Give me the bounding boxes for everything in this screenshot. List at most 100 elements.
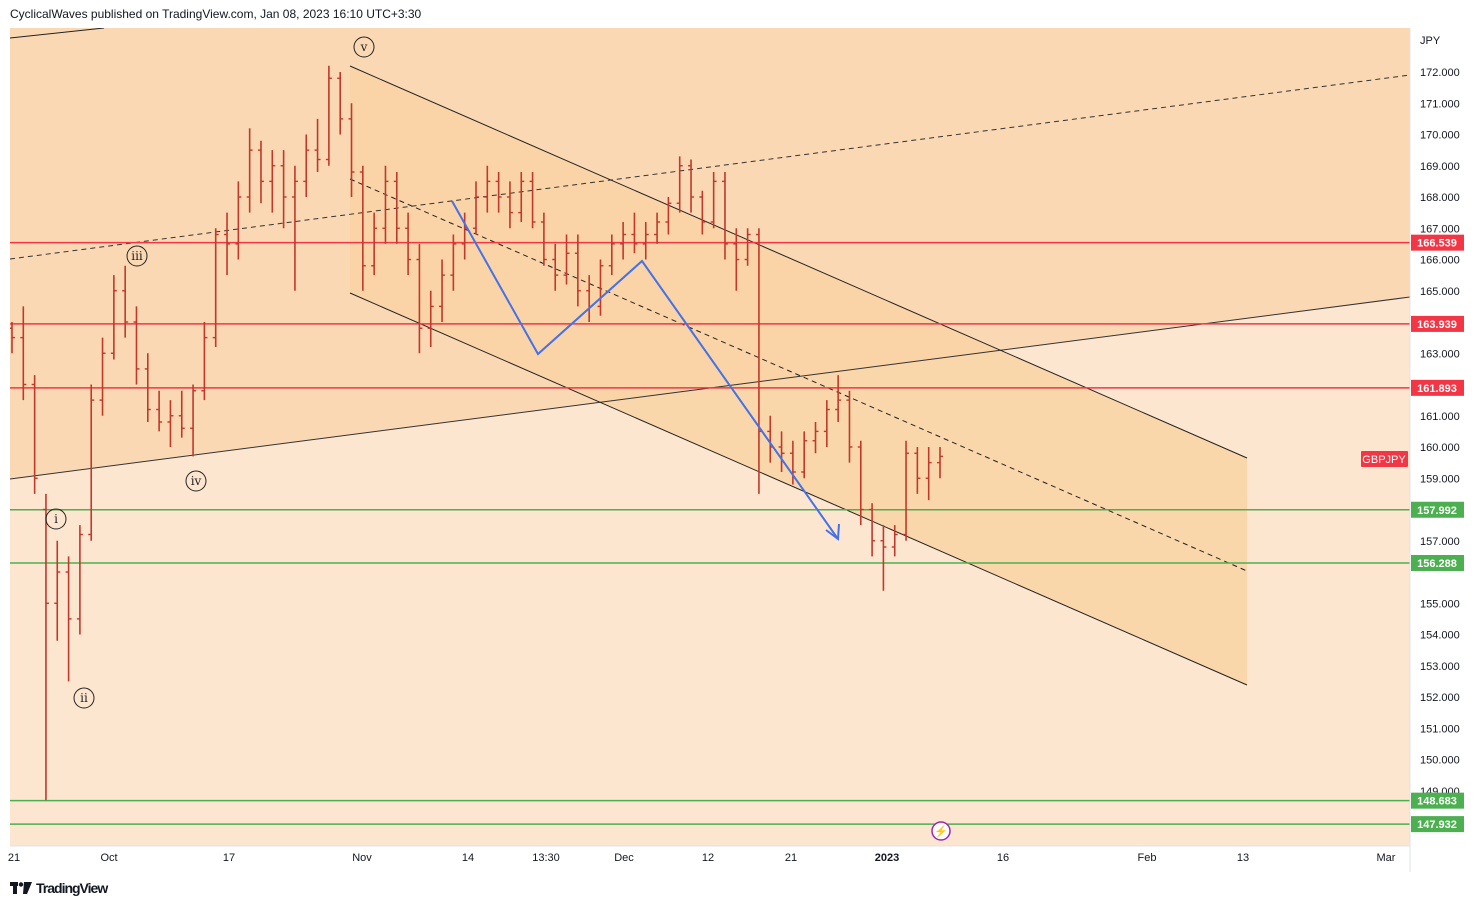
ohlc-bar [473,181,479,235]
ohlc-bar [371,212,378,276]
symbol-tag: GBPJPY [1361,451,1408,467]
time-tick-label: 14 [462,852,474,864]
price-tick-label: 153.000 [1420,661,1460,673]
price-level-tags: 166.539 163.939 161.893 157.992 156.288 148.6… [1411,234,1464,833]
ohlc-bar [574,234,581,307]
ohlc-bar [608,234,615,276]
ohlc-bar [325,65,332,166]
ohlc-bar [427,290,434,347]
ohlc-bar [303,134,310,197]
price-tick-label: 159.000 [1420,473,1460,485]
ohlc-bar [42,493,49,801]
price-tick-label: 152.000 [1420,692,1460,704]
ohlc-bar [891,525,898,557]
ohlc-bar [699,190,706,235]
ohlc-bar [133,306,140,385]
ohlc-bar [359,165,366,291]
event-marker[interactable]: ⚡ [931,821,951,841]
price-tick-label: 172.000 [1420,67,1460,79]
level-tag-label: 157.992 [1417,505,1457,517]
ohlc-bar [937,447,943,479]
ohlc-bar [552,243,559,291]
ohlc-bar [405,212,412,276]
ohlc-bar [314,118,321,172]
ohlc-bar [76,525,83,635]
ohlc-bar [450,234,457,291]
plot-area [10,28,1410,846]
level-tag-label: 147.932 [1417,819,1457,831]
ohlc-bar [823,400,830,447]
ohlc-bar [156,390,163,432]
time-tick-label: 21 [8,852,20,864]
ohlc-bar [869,503,876,557]
svg-text:v: v [360,40,368,54]
ohlc-bar [280,150,287,229]
ohlc-bar [914,447,921,494]
ohlc-bar [246,128,253,213]
ohlc-bar [65,556,72,682]
time-tick-label: 17 [223,852,235,864]
ohlc-bar [190,384,197,457]
ohlc-bar [382,165,389,244]
level-tag-bg [1411,501,1464,518]
price-tick-label: 167.000 [1420,223,1460,235]
ohlc-bar [812,422,819,454]
ohlc-bar [144,353,151,422]
projection-path [451,200,839,540]
wave-label-ii: ii [73,687,95,709]
svg-text:iv: iv [191,474,202,488]
svg-text:ii: ii [80,691,88,705]
time-tick-label: 13 [1237,852,1249,864]
level-tag-label: 161.893 [1417,383,1457,395]
lightning-icon: ⚡ [934,825,948,838]
time-tick-label: Mar [1377,852,1396,864]
ohlc-bar [710,172,717,229]
time-tick-label: 16 [997,852,1009,864]
ohlc-bar [733,228,740,291]
ohlc-bar [857,440,864,526]
tradingview-brand: TradingView [36,880,108,896]
price-tick-label: 170.000 [1420,130,1460,142]
price-tick-label: 161.000 [1420,411,1460,423]
ohlc-bar [235,181,242,260]
ohlc-bar [416,243,423,354]
ohlc-bar [88,384,95,541]
price-axis[interactable]: 172.000 171.000 170.000 169.000 168.000 167.0… [1420,67,1460,798]
time-tick-label: Nov [352,852,372,864]
ohlc-bar [212,228,219,347]
ohlc-bar [597,259,604,316]
ohlc-bar [880,525,887,591]
ohlc-bar [518,172,525,222]
footer-brand[interactable]: TradingView [10,880,108,896]
channel-lower-line [349,292,1248,686]
price-tick-label: 168.000 [1420,192,1460,204]
time-tick-label: 13:30 [532,852,560,864]
ohlc-bar [348,103,355,197]
ohlc-bar [721,172,728,260]
ohlc-bar [835,375,842,422]
ohlc-bar [846,390,853,463]
time-tick-label: 21 [785,852,797,864]
time-tick-label: 12 [702,852,714,864]
ohlc-bar [110,275,117,360]
time-tick-label: 2023 [875,852,899,864]
wave-label-iv: iv [185,470,207,492]
ohlc-bar [540,212,547,266]
ohlc-bar [31,375,38,494]
ohlc-bar [201,322,208,401]
ohlc-bar [10,322,15,354]
ohlc-bar [224,212,231,276]
ohlc-bar [257,140,264,204]
ohlc-bar [665,197,672,235]
ohlc-bar [178,390,185,438]
publish-info: CyclicalWaves published on TradingView.c… [10,7,422,21]
time-axis[interactable]: 21 Oct 17 Nov 14 13:30 Dec 12 21 2023 16 Feb 13 Mar [8,852,1396,864]
price-tick-label: 166.000 [1420,255,1460,267]
ohlc-bar [393,172,400,244]
price-tick-label: 163.000 [1420,348,1460,360]
ohlc-bar [495,172,502,213]
price-tick-label: 154.000 [1420,630,1460,642]
channel-mid-line [349,178,1248,572]
price-bars [10,65,943,801]
